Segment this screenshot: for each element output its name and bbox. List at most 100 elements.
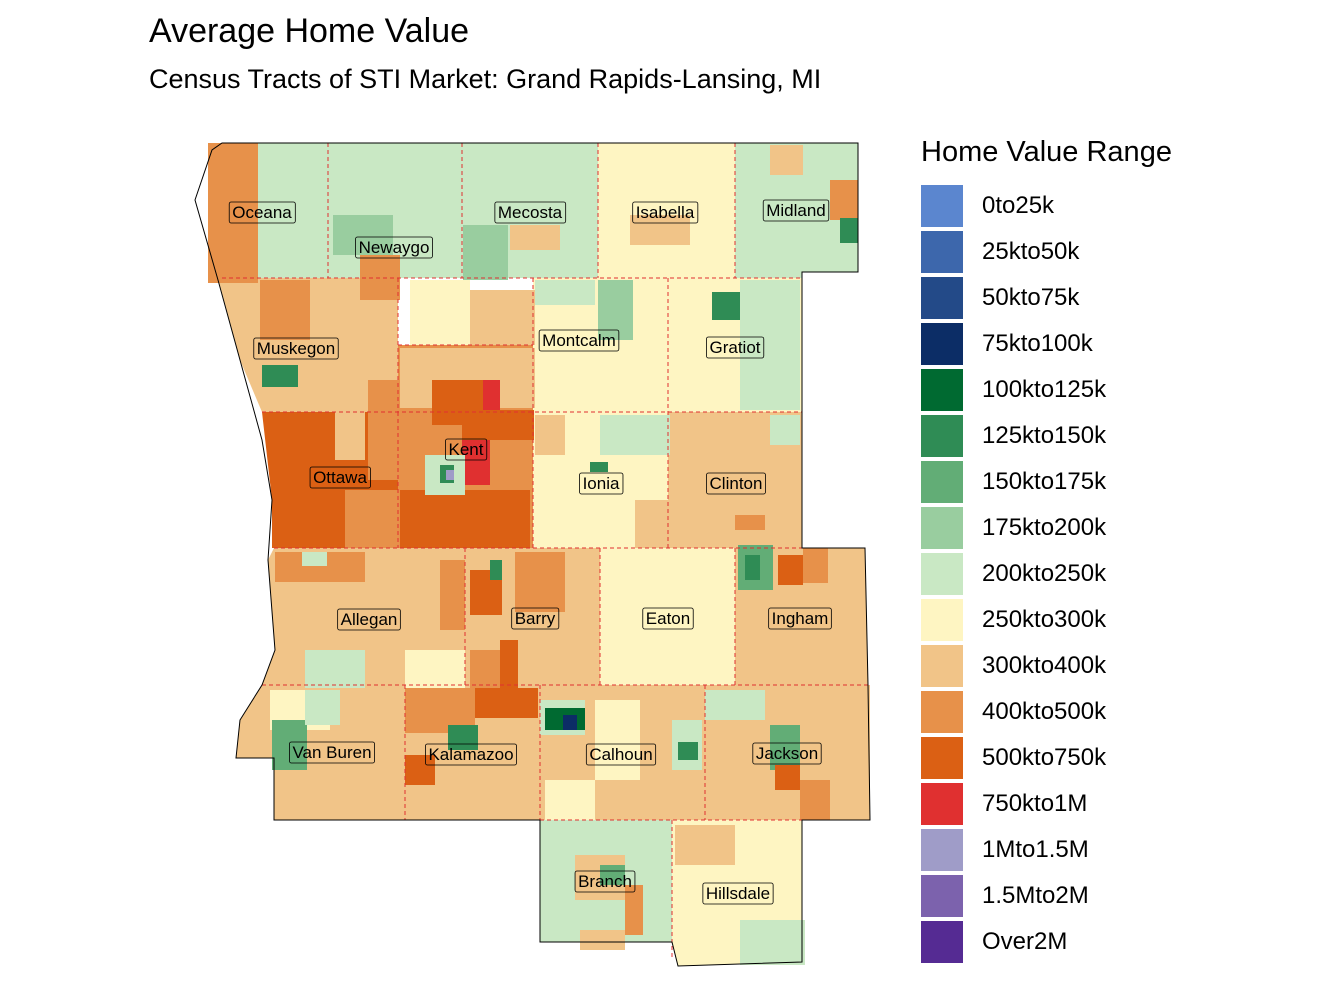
county-label-montcalm: Montcalm bbox=[538, 329, 620, 352]
tract-patch bbox=[302, 552, 327, 566]
county-name: Branch bbox=[578, 872, 632, 891]
tract-patch bbox=[500, 640, 518, 688]
county-name: Newaygo bbox=[359, 238, 430, 257]
county-label-box bbox=[632, 201, 699, 224]
tract-patch bbox=[740, 280, 800, 410]
legend-swatch bbox=[921, 553, 963, 595]
legend-item: 200kto250k bbox=[921, 551, 1172, 597]
county-name: Eaton bbox=[646, 609, 690, 628]
tract-patch bbox=[305, 650, 365, 688]
county-label-isabella: Isabella bbox=[632, 201, 699, 224]
county-name: Ionia bbox=[583, 474, 620, 493]
legend-swatch bbox=[921, 737, 963, 779]
county-label-gratiot: Gratiot bbox=[706, 336, 765, 359]
county-label-box bbox=[253, 337, 339, 360]
county-label-box bbox=[706, 472, 766, 495]
tract-patch bbox=[635, 500, 670, 548]
legend-item: 150kto175k bbox=[921, 459, 1172, 505]
legend-label: 250kto300k bbox=[982, 606, 1107, 633]
legend-swatch bbox=[921, 507, 963, 549]
tract-patch bbox=[595, 700, 640, 780]
tract-patch bbox=[405, 650, 465, 688]
legend-label: 400kto500k bbox=[982, 698, 1107, 725]
legend-swatch bbox=[921, 875, 963, 917]
county-label-box bbox=[538, 329, 620, 352]
county-label-box bbox=[585, 743, 657, 766]
legend-item: 750kto1M bbox=[921, 781, 1172, 827]
county-label-ionia: Ionia bbox=[579, 472, 624, 495]
tract-patch bbox=[678, 742, 698, 760]
tract-patch bbox=[600, 865, 625, 885]
tract-patch bbox=[368, 380, 398, 480]
legend-item: Over2M bbox=[921, 919, 1172, 965]
tract-patch bbox=[470, 650, 500, 688]
legend-item: 25kto50k bbox=[921, 229, 1172, 275]
tracts-layer bbox=[208, 143, 865, 965]
tract-patch bbox=[590, 462, 608, 472]
county-label-box bbox=[494, 201, 567, 224]
tract-patch bbox=[470, 290, 535, 345]
legend-label: 0to25k bbox=[982, 192, 1055, 219]
legend-swatch bbox=[921, 323, 963, 365]
county-name: Gratiot bbox=[709, 338, 760, 357]
tract-patch bbox=[483, 380, 500, 412]
county-name: Clinton bbox=[710, 474, 763, 493]
tract-patch bbox=[400, 490, 530, 548]
county-label-ottawa: Ottawa bbox=[309, 466, 371, 489]
county-label-jackson: Jackson bbox=[752, 742, 822, 765]
county-name: Oceana bbox=[232, 203, 292, 222]
county-label-kent: Kent bbox=[445, 438, 488, 461]
legend-swatch bbox=[921, 829, 963, 871]
county-name: Calhoun bbox=[589, 745, 652, 764]
tract-patch bbox=[770, 415, 800, 445]
county-label-ingham: Ingham bbox=[768, 607, 832, 630]
legend-item: 75kto100k bbox=[921, 321, 1172, 367]
tract-patch bbox=[260, 280, 310, 340]
legend-item: 300kto400k bbox=[921, 643, 1172, 689]
county-label-box bbox=[574, 870, 636, 893]
tract-patch bbox=[745, 555, 760, 580]
county-label-branch: Branch bbox=[574, 870, 636, 893]
tract-patch bbox=[462, 440, 490, 485]
county-label-van-buren: Van Buren bbox=[289, 741, 375, 764]
county-label-box bbox=[579, 472, 624, 495]
county-label-box bbox=[706, 336, 765, 359]
tract-patch bbox=[800, 590, 865, 680]
county-label-box bbox=[289, 741, 375, 764]
legend-swatch bbox=[921, 185, 963, 227]
tract-patch bbox=[563, 715, 577, 730]
tract-patch bbox=[770, 145, 803, 175]
tract-patch bbox=[675, 825, 735, 865]
tract-patch bbox=[490, 560, 502, 580]
legend-item: 400kto500k bbox=[921, 689, 1172, 735]
legend-label: 150kto175k bbox=[982, 468, 1107, 495]
county-label-box bbox=[768, 607, 832, 630]
county-label-box bbox=[337, 608, 401, 631]
county-label-newaygo: Newaygo bbox=[355, 236, 433, 259]
county-midland bbox=[735, 143, 858, 278]
map-title: Average Home Value bbox=[149, 12, 470, 50]
legend-label: 1Mto1.5M bbox=[982, 836, 1089, 863]
tract-patch bbox=[405, 755, 435, 785]
tract-patch bbox=[625, 885, 643, 935]
county-label-box bbox=[425, 743, 517, 766]
tract-patch bbox=[840, 218, 858, 243]
legend-swatch bbox=[921, 369, 963, 411]
county-name: Barry bbox=[515, 609, 556, 628]
legend-swatch bbox=[921, 599, 963, 641]
tract-patch bbox=[770, 725, 800, 770]
tract-patch bbox=[208, 143, 258, 283]
legend-item: 100kto125k bbox=[921, 367, 1172, 413]
legend-item: 0to25k bbox=[921, 183, 1172, 229]
county-label-box bbox=[355, 236, 433, 259]
county-name: Jackson bbox=[756, 744, 818, 763]
county-name: Kent bbox=[449, 440, 484, 459]
legend-label: 500kto750k bbox=[982, 744, 1107, 771]
legend-title: Home Value Range bbox=[921, 136, 1172, 168]
legend-swatch bbox=[921, 415, 963, 457]
legend-item: 50kto75k bbox=[921, 275, 1172, 321]
county-label-clinton: Clinton bbox=[706, 472, 766, 495]
tract-patch bbox=[448, 725, 478, 750]
tract-patch bbox=[735, 515, 765, 530]
tract-patch bbox=[545, 780, 595, 820]
